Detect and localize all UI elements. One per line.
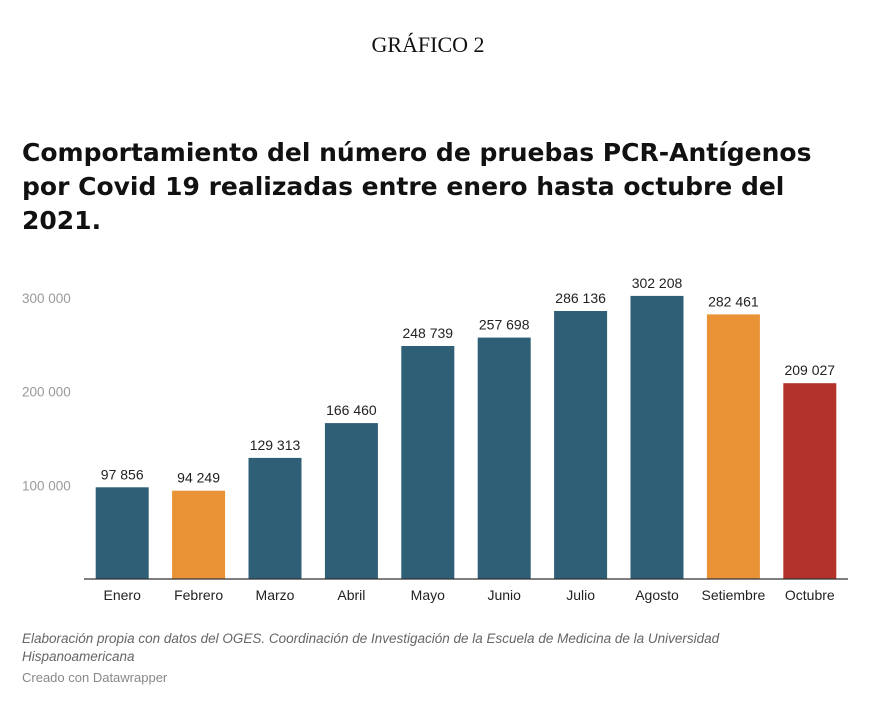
y-tick-label: 100 000 (22, 478, 71, 493)
data-label: 257 698 (479, 317, 530, 333)
figure-label: GRÁFICO 2 (371, 32, 485, 57)
data-label: 97 856 (101, 466, 144, 482)
x-tick-label: Junio (487, 587, 521, 603)
source-note: Elaboración propia con datos del OGES. C… (22, 631, 720, 664)
x-tick-label: Abril (337, 587, 365, 603)
bar (172, 490, 226, 579)
data-label: 209 027 (784, 362, 835, 378)
bar (248, 457, 302, 579)
chart-title: Comportamiento del número de pruebas PCR… (22, 138, 812, 235)
bar (401, 346, 455, 579)
bar (95, 487, 149, 579)
x-tick-label: Marzo (256, 587, 295, 603)
x-tick-label: Octubre (785, 587, 835, 603)
data-label: 282 461 (708, 293, 759, 309)
data-label: 302 208 (632, 275, 683, 291)
y-tick-label: 300 000 (22, 291, 71, 306)
bar (706, 314, 760, 579)
datawrapper-credit: Creado con Datawrapper (22, 670, 168, 685)
bar (477, 337, 531, 579)
bar (783, 383, 837, 579)
x-tick-label: Enero (104, 587, 142, 603)
data-label: 286 136 (555, 290, 606, 306)
data-label: 248 739 (402, 325, 453, 341)
bar (630, 295, 684, 579)
x-tick-label: Febrero (174, 587, 223, 603)
bar (324, 423, 378, 579)
data-label: 166 460 (326, 402, 377, 418)
x-tick-label: Setiembre (701, 587, 765, 603)
x-tick-label: Agosto (635, 587, 679, 603)
data-label: 129 313 (250, 437, 301, 453)
x-tick-label: Mayo (411, 587, 445, 603)
y-tick-label: 200 000 (22, 385, 71, 400)
bar-chart: 100 000 200 000 300 000 97 856 Enero 94 249 Fe… (22, 275, 848, 603)
data-label: 94 249 (177, 470, 220, 486)
bar (554, 311, 608, 579)
x-tick-label: Julio (566, 587, 595, 603)
